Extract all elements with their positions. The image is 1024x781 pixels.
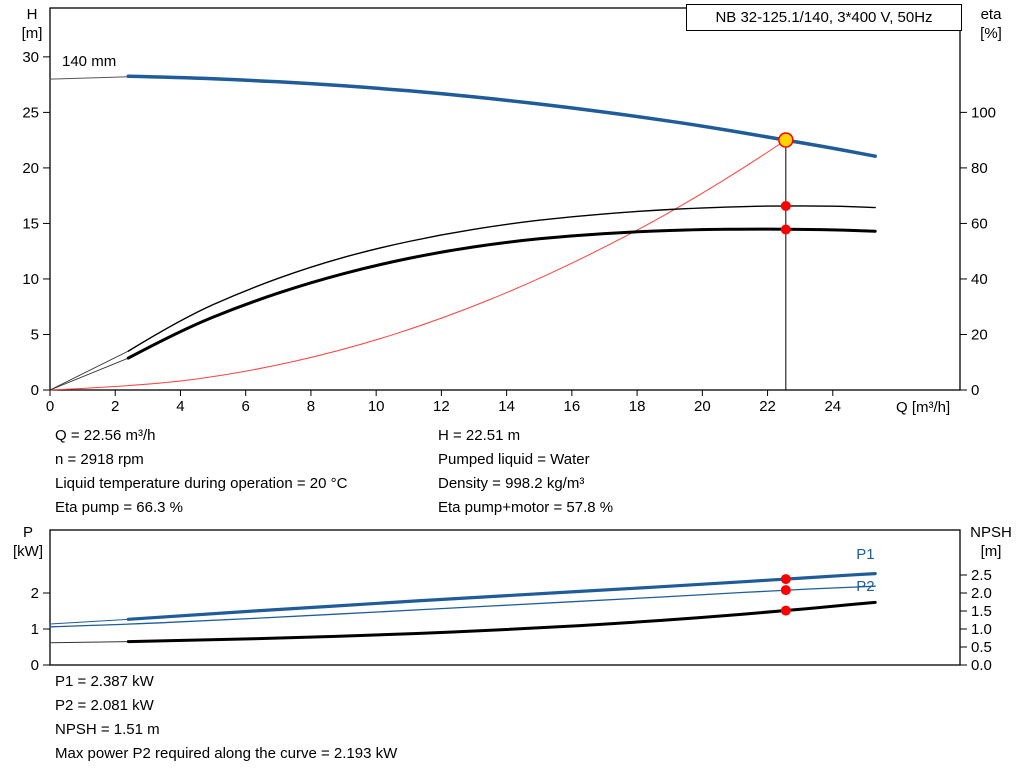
density-value: Density = 998.2 kg/m³ — [438, 475, 585, 492]
plot-border — [49, 529, 961, 666]
y-left-tick-label: 30 — [22, 49, 39, 66]
y-left-tick-label: 1 — [31, 621, 39, 638]
y-right-tick-label: 1.5 — [971, 603, 992, 620]
duty-head-value: H = 22.51 m — [438, 427, 521, 444]
eta-pump-point — [780, 200, 791, 211]
y-right-tick-label: 2.5 — [971, 567, 992, 584]
top-info-left: Q = 22.56 m³/h n = 2918 rpm Liquid tempe… — [55, 424, 347, 520]
h-axis-label: H [m] — [12, 5, 52, 43]
eta-pump-motor-point — [780, 224, 791, 235]
p1-value: P1 = 2.387 kW — [55, 673, 154, 690]
npsh-value: NPSH = 1.51 m — [55, 721, 160, 738]
p1-point — [780, 574, 791, 585]
x-tick-label: 12 — [433, 398, 450, 415]
y-right-tick-label: 1.0 — [971, 621, 992, 638]
npsh-point — [780, 605, 791, 616]
eta-pump-motor-connector — [49, 357, 129, 391]
p-axis-unit: [kW] — [13, 543, 43, 560]
npsh-axis-label: NPSH [m] — [962, 523, 1020, 561]
x-tick-label: 6 — [242, 398, 250, 415]
y-left-tick-label: 2 — [31, 585, 39, 602]
liquid-temperature-value: Liquid temperature during operation = 20… — [55, 475, 348, 492]
duty-flow-value: Q = 22.56 m³/h — [55, 427, 156, 444]
y-right-tick-label: 2.0 — [971, 585, 992, 602]
p1-connector — [49, 618, 129, 625]
eta-axis-symbol: eta — [980, 6, 1002, 23]
x-tick-label: 16 — [564, 398, 581, 415]
y-right-tick-label: 0.5 — [971, 639, 992, 656]
max-p2-value: Max power P2 required along the curve = … — [55, 745, 398, 762]
y-right-tick-label: 60 — [971, 215, 988, 232]
x-tick-label: 10 — [368, 398, 385, 415]
y-left-tick-label: 20 — [22, 160, 39, 177]
eta-axis-label: eta [%] — [966, 5, 1016, 43]
x-tick-label: 22 — [759, 398, 776, 415]
npsh-axis-unit: [m] — [980, 543, 1002, 560]
h-axis-symbol: H — [26, 6, 38, 23]
p2-point — [780, 585, 791, 596]
y-left-tick-label: 15 — [22, 215, 39, 232]
p2-curve — [49, 585, 876, 628]
h-axis-unit: [m] — [21, 25, 43, 42]
y-right-tick-label: 40 — [971, 271, 988, 288]
h-curve-connector — [49, 76, 129, 80]
eta-pump-curve — [127, 205, 876, 352]
p1-curve — [126, 572, 877, 621]
duty-point[interactable] — [778, 132, 794, 148]
p-axis-symbol: P — [22, 524, 33, 541]
eta-pump-motor-curve — [126, 227, 877, 360]
plot-border — [49, 7, 961, 391]
npsh-axis-symbol: NPSH — [970, 524, 1012, 541]
x-tick-label: 20 — [694, 398, 711, 415]
y-right-tick-label: 0.0 — [971, 657, 992, 674]
p2-value: P2 = 2.081 kW — [55, 697, 154, 714]
x-tick-label: 4 — [176, 398, 184, 415]
y-left-tick-label: 10 — [22, 271, 39, 288]
y-left-tick-label: 5 — [31, 326, 39, 343]
bottom-info: P1 = 2.387 kW P2 = 2.081 kW NPSH = 1.51 … — [55, 670, 397, 766]
eta-pump-value: Eta pump = 66.3 % — [55, 499, 183, 516]
y-left-tick-label: 25 — [22, 104, 39, 121]
p2-label: P2 — [856, 578, 874, 595]
pump-model-label: NB 32-125.1/140, 3*400 V, 50Hz — [686, 4, 962, 31]
p-axis-label: P [kW] — [6, 523, 50, 561]
p-npsh-chart: 0 1 2 0.00.51.01.52.02.5 P1 P2 — [31, 529, 992, 674]
top-info-right: H = 22.51 m Pumped liquid = Water Densit… — [438, 424, 613, 520]
x-tick-label: 18 — [629, 398, 646, 415]
speed-value: n = 2918 rpm — [55, 451, 144, 468]
eta-axis-unit: [%] — [980, 25, 1002, 42]
p1-label: P1 — [856, 546, 874, 563]
y-right-tick-label: 100 — [971, 104, 996, 121]
y-right-tick-label: 20 — [971, 326, 988, 343]
x-tick-label: 2 — [111, 398, 119, 415]
npsh-connector — [49, 641, 129, 644]
q-axis-label: Q [m³/h] — [896, 399, 951, 416]
impeller-diameter-label: 140 mm — [62, 53, 117, 70]
y-left-tick-label: 0 — [31, 657, 39, 674]
x-tick-label: 0 — [46, 398, 54, 415]
y-left-tick-label: 0 — [31, 382, 39, 399]
eta-pump-motor-value: Eta pump+motor = 57.8 % — [438, 499, 614, 516]
y-right-tick-label: 80 — [971, 160, 988, 177]
h-q-chart: 0 2 4 6 8 10 12 14 16 18 20 22 240510152025300204060… — [22, 7, 996, 415]
eta-pump-connector — [49, 350, 129, 391]
system-curve — [49, 139, 787, 391]
y-right-tick-label: 0 — [971, 382, 979, 399]
pumped-liquid-value: Pumped liquid = Water — [438, 451, 590, 468]
npsh-curve — [126, 600, 877, 644]
h-curve — [126, 74, 877, 158]
x-tick-label: 24 — [824, 398, 841, 415]
x-tick-label: 14 — [498, 398, 515, 415]
x-tick-label: 8 — [307, 398, 315, 415]
